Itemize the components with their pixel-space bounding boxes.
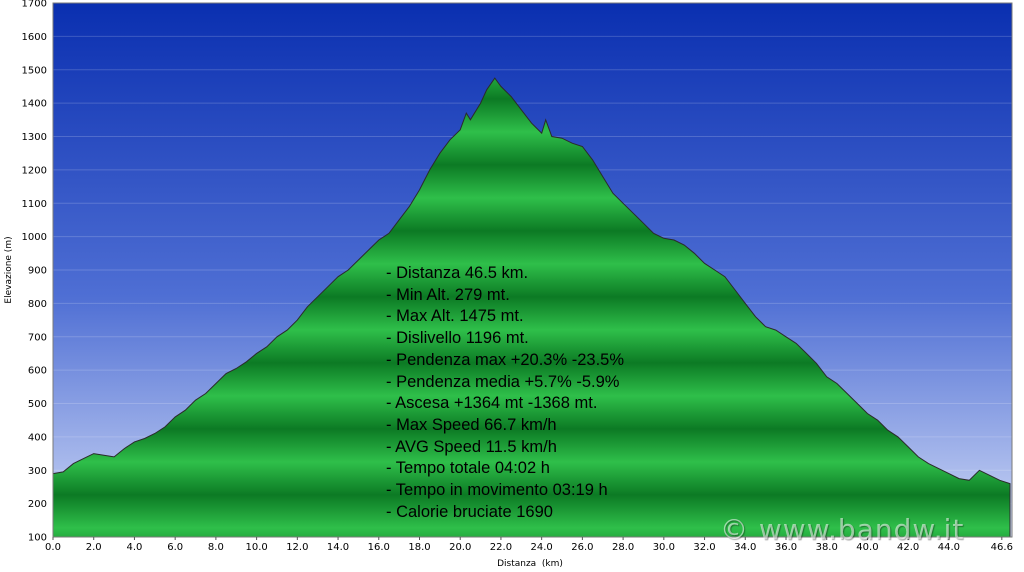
y-tick-label: 400 [28,432,47,443]
x-tick-label: 16.0 [368,542,390,553]
x-tick-label: 8.0 [208,542,224,553]
x-tick-label: 28.0 [612,542,634,553]
x-tick-label: 4.0 [126,542,142,553]
x-tick-label: 20.0 [449,542,471,553]
y-tick-label: 1300 [22,132,47,143]
stat-line: - Distanza 46.5 km. [386,264,529,282]
y-tick-label: 1700 [22,0,47,10]
stat-line: - Tempo in movimento 03:19 h [386,481,608,500]
stat-line: - Dislivello 1196 mt. [386,329,529,348]
x-tick-label: 0.0 [45,542,61,553]
stat-line: - Calorie bruciate 1690 [386,502,553,521]
x-tick-label: 34.0 [734,542,756,553]
x-tick-label: 24.0 [531,542,553,553]
stat-line: - Pendenza max +20.3% -23.5% [386,350,625,369]
stat-line: - Ascesa +1364 mt -1368 mt. [386,394,598,413]
x-tick-label: 22.0 [490,542,512,553]
x-tick-label: 2.0 [86,542,102,553]
y-axis-title: Elevazione (m) [4,236,14,303]
y-tick-label: 600 [28,366,47,377]
y-tick-label: 900 [28,266,47,277]
stat-line: - AVG Speed 11.5 km/h [386,437,557,456]
y-tick-label: 800 [28,299,47,310]
y-tick-label: 1400 [22,99,47,110]
y-tick-label: 1200 [22,165,47,176]
watermark: © www.bandw.it [720,513,965,546]
x-tick-label: 40.0 [856,542,878,553]
stat-line: - Max Speed 66.7 km/h [386,415,557,434]
y-tick-label: 1000 [22,232,47,243]
elevation-area [53,77,1011,537]
y-axis-ticks: 100 200 300 400 500 600 700 800 900 1000 1100 1200 1… [22,0,47,544]
x-tick-label: 42.0 [897,542,919,553]
x-tick-label: 26.0 [571,542,593,553]
x-tick-label: 46.6 [991,542,1013,553]
stats-list: - Distanza 46.5 km. - Min Alt. 279 mt. - M… [386,263,624,523]
x-tick-label: 44.0 [938,542,960,553]
x-tick-label: 38.0 [816,542,838,553]
x-axis-ticks: 0.0 2.0 4.0 6.0 8.0 10.0 12.0 14.0 16.0 18.0 20.0 2… [45,537,1013,553]
x-axis-title: Distanza (km) [497,559,563,569]
y-tick-label: 100 [28,533,47,544]
x-tick-label: 30.0 [653,542,675,553]
stat-line: - Min Alt. 279 mt. [386,285,510,304]
x-tick-label: 18.0 [408,542,430,553]
stat-line: - Tempo totale 04:02 h [386,459,550,478]
x-tick-label: 10.0 [245,542,267,553]
stat-line: - Max Alt. 1475 mt. [386,307,524,326]
y-tick-label: 700 [28,332,47,343]
y-tick-label: 200 [28,499,47,510]
y-tick-label: 300 [28,466,47,477]
x-tick-label: 12.0 [286,542,308,553]
stat-line: - Pendenza media +5.7% -5.9% [386,372,620,391]
y-tick-label: 1500 [22,65,47,76]
x-tick-label: 36.0 [775,542,797,553]
y-tick-label: 1100 [22,199,47,210]
y-tick-label: 1600 [22,32,47,43]
x-tick-label: 14.0 [327,542,349,553]
y-tick-label: 500 [28,399,47,410]
plot-frame [52,2,1013,538]
x-tick-label: 6.0 [167,542,183,553]
x-tick-label: 32.0 [693,542,715,553]
